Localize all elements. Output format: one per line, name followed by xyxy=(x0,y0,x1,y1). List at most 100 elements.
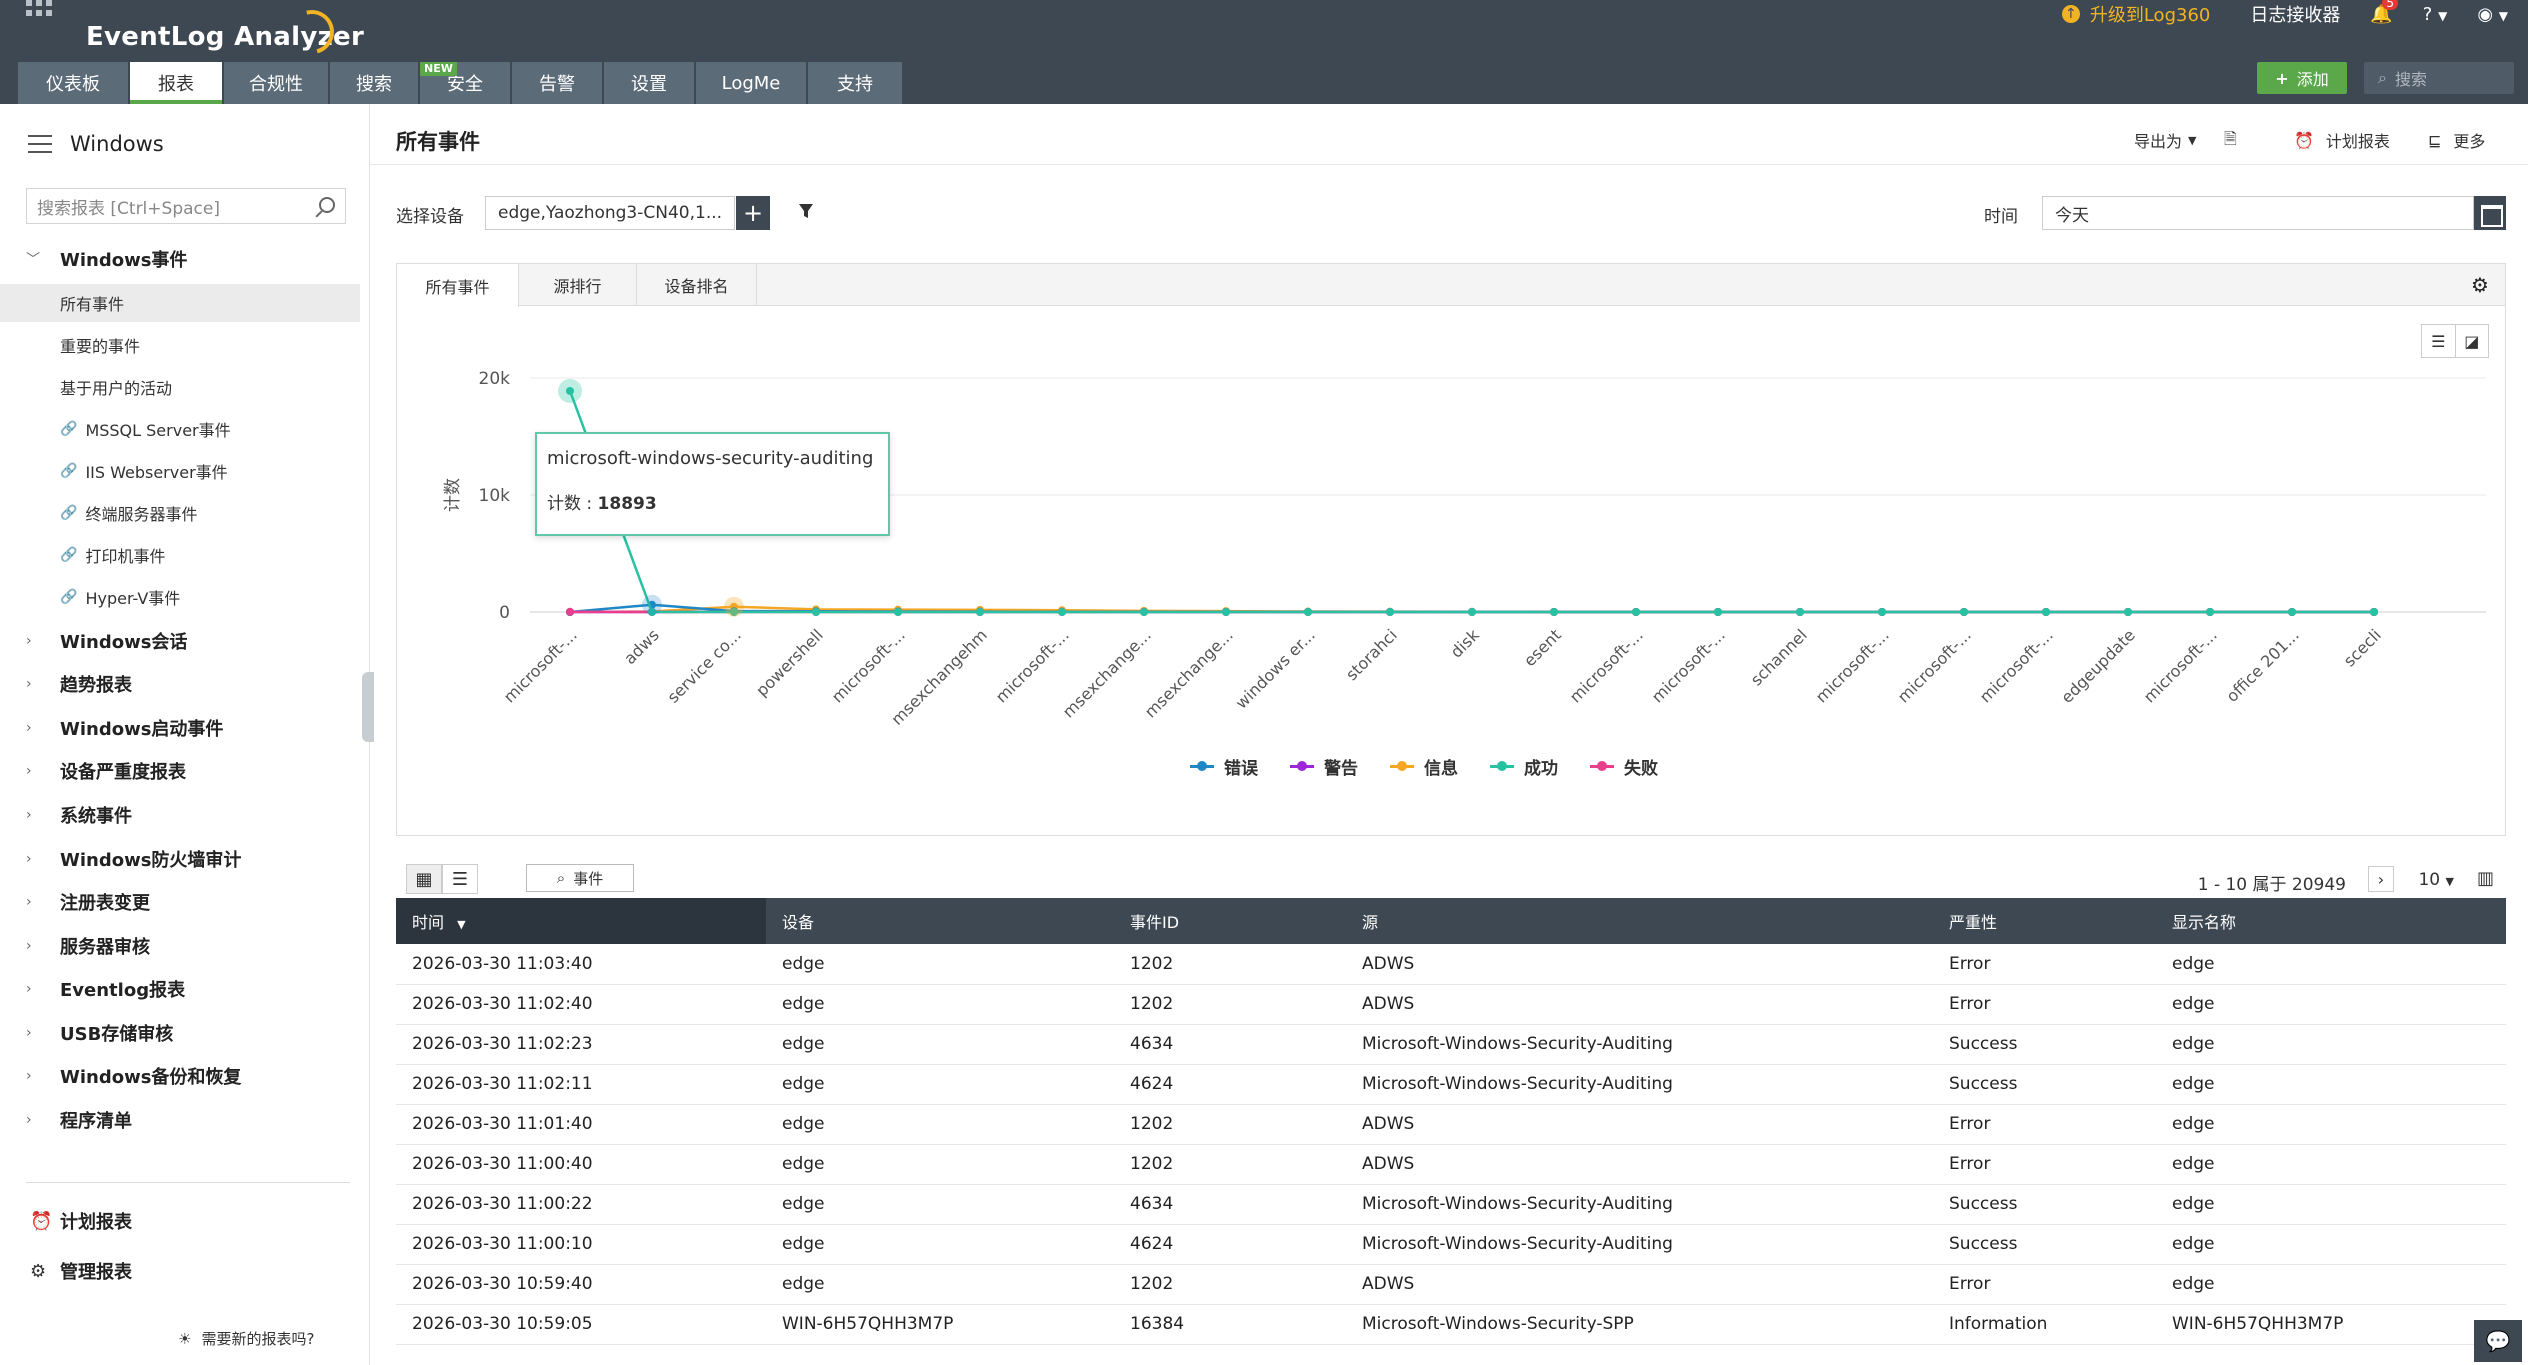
sidebar-item-user-activity[interactable]: 基于用户的活动 xyxy=(0,368,360,406)
x-tick-label: storahci xyxy=(1342,625,1401,684)
time-range-input[interactable]: 今天 xyxy=(2042,196,2474,230)
cell-source: Microsoft-Windows-Security-Auditing xyxy=(1346,1024,1933,1065)
x-tick-label: scecli xyxy=(2340,625,2385,670)
cell-source: Microsoft-Windows-Security-Auditing xyxy=(1346,1064,1933,1105)
search-icon[interactable] xyxy=(319,197,335,213)
sidebar-item-printer[interactable]: 🔗 打印机事件 xyxy=(0,536,360,574)
add-device-button[interactable]: + xyxy=(736,196,770,230)
tab-settings[interactable]: 设置 xyxy=(604,62,694,104)
scheduled-reports-link[interactable]: ⏰ 计划报表 xyxy=(30,1208,132,1234)
page-size-select[interactable]: 10 ▼ xyxy=(2418,870,2454,890)
table-row[interactable]: 2026-03-30 11:03:40 edge 1202 ADWS Error edge xyxy=(396,944,2506,985)
sidebar-group[interactable]: › 服务器审核 xyxy=(26,933,150,959)
hover-halo xyxy=(724,596,744,617)
column-header-source[interactable]: 源 xyxy=(1346,898,1933,944)
device-select-input[interactable]: edge,Yaozhong3-CN40,1... xyxy=(485,196,735,230)
upgrade-link[interactable]: ↑ 升级到Log360 xyxy=(2061,1,2210,27)
sidebar-item-terminal-server[interactable]: 🔗 终端服务器事件 xyxy=(0,494,360,532)
column-header-severity[interactable]: 严重性 xyxy=(1933,898,2156,944)
tab-logme[interactable]: LogMe xyxy=(696,62,806,104)
add-button[interactable]: + 添加 xyxy=(2257,62,2347,94)
calendar-icon[interactable] xyxy=(2474,196,2506,230)
data-point xyxy=(648,608,656,616)
legend-item[interactable]: 失败 xyxy=(1590,754,1658,779)
chart-type-icon[interactable]: ◪ xyxy=(2464,331,2480,351)
notification-bell-icon[interactable]: 🔔 5 xyxy=(2370,0,2398,25)
legend-item[interactable]: 成功 xyxy=(1490,754,1558,779)
sidebar-item-iis[interactable]: 🔗 IIS Webserver事件 xyxy=(0,452,360,490)
help-menu[interactable]: ? ▼ xyxy=(2423,4,2448,25)
chat-icon[interactable]: 💬 xyxy=(2474,1320,2522,1362)
legend-item[interactable]: 信息 xyxy=(1390,754,1458,779)
sidebar-group[interactable]: › 设备严重度报表 xyxy=(26,758,186,784)
cell-severity: Error xyxy=(1933,1104,2156,1145)
cell-event-id: 4624 xyxy=(1114,1064,1346,1105)
global-search-input[interactable]: ⌕ 搜索 xyxy=(2364,62,2514,94)
sidebar-item-all-events[interactable]: 所有事件 xyxy=(0,284,360,322)
table-row[interactable]: 2026-03-30 11:00:22 edge 4634 Microsoft-Win… xyxy=(396,1184,2506,1225)
legend-item[interactable]: 错误 xyxy=(1190,754,1258,779)
tab-compliance[interactable]: 合规性 xyxy=(224,62,328,104)
sidebar-collapse-handle[interactable] xyxy=(362,672,374,742)
sidebar-group[interactable]: › USB存储审核 xyxy=(26,1020,173,1046)
sidebar-group[interactable]: › Windows防火墙审计 xyxy=(26,846,241,872)
table-row[interactable]: 2026-03-30 11:02:40 edge 1202 ADWS Error edge xyxy=(396,984,2506,1025)
sidebar-group[interactable]: › 趋势报表 xyxy=(26,671,132,697)
tab-search[interactable]: 搜索 xyxy=(330,62,418,104)
table-row[interactable]: 2026-03-30 11:02:23 edge 4634 Microsoft-Win… xyxy=(396,1024,2506,1065)
column-header-display-name[interactable]: 显示名称 xyxy=(2156,898,2506,944)
next-page-button[interactable]: › xyxy=(2368,866,2394,892)
cell-time: 2026-03-30 10:59:40 xyxy=(396,1264,766,1305)
list-view-icon[interactable]: ☰ xyxy=(442,864,478,894)
table-row[interactable]: 2026-03-30 10:59:05 WIN-6H57QHH3M7P 16384 M… xyxy=(396,1304,2506,1345)
table-row[interactable]: 2026-03-30 11:00:40 edge 1202 ADWS Error edge xyxy=(396,1144,2506,1185)
legend-item[interactable]: 警告 xyxy=(1290,754,1358,779)
schedule-report-button[interactable]: ⏰ 计划报表 xyxy=(2294,128,2390,152)
app-grid-icon[interactable] xyxy=(26,0,54,18)
sidebar-group-windows-events[interactable]: ﹀ Windows事件 xyxy=(26,246,187,272)
chart-settings-icon[interactable]: ☰ xyxy=(2422,325,2456,357)
tab-reports[interactable]: 报表 xyxy=(130,62,222,104)
column-chooser-icon[interactable]: ▥ xyxy=(2476,868,2494,889)
pdf-export-icon[interactable]: 🗎 xyxy=(2224,129,2237,148)
sidebar-item-important-events[interactable]: 重要的事件 xyxy=(0,326,360,364)
need-new-report-link[interactable]: ☀ 需要新的报表吗? xyxy=(178,1328,314,1349)
sidebar-item-hyperv[interactable]: 🔗 Hyper-V事件 xyxy=(0,578,360,616)
sidebar-group[interactable]: › Eventlog报表 xyxy=(26,976,185,1002)
sidebar-group[interactable]: › 注册表变更 xyxy=(26,889,150,915)
app-logo[interactable]: EventLog Analyzer xyxy=(86,22,365,52)
tab-dashboard[interactable]: 仪表板 xyxy=(18,62,128,104)
user-menu[interactable]: ◉ ▼ xyxy=(2477,4,2508,25)
chevron-right-icon: › xyxy=(26,633,32,649)
table-row[interactable]: 2026-03-30 11:02:11 edge 4624 Microsoft-Win… xyxy=(396,1064,2506,1105)
export-menu[interactable]: 导出为 ▼ xyxy=(2134,128,2196,152)
table-view-icon[interactable]: ▦ xyxy=(406,864,442,894)
filter-icon[interactable] xyxy=(798,202,814,220)
events-button[interactable]: ⌕ 事件 xyxy=(526,864,634,892)
table-row[interactable]: 2026-03-30 11:00:10 edge 4624 Microsoft-Win… xyxy=(396,1224,2506,1265)
sidebar-group[interactable]: › 系统事件 xyxy=(26,802,132,828)
more-menu[interactable]: ⊑ 更多 xyxy=(2428,128,2485,152)
data-point xyxy=(894,608,902,616)
gear-icon[interactable]: ⚙ xyxy=(2471,273,2489,297)
hamburger-icon[interactable] xyxy=(28,135,52,153)
table-row[interactable]: 2026-03-30 11:01:40 edge 1202 ADWS Error edge xyxy=(396,1104,2506,1145)
sidebar-group[interactable]: › 程序清单 xyxy=(26,1107,132,1133)
column-header-event-id[interactable]: 事件ID xyxy=(1114,898,1346,944)
tab-all-events[interactable]: 所有事件 xyxy=(397,264,519,307)
tab-alerts[interactable]: 告警 xyxy=(512,62,602,104)
report-search-input[interactable]: 搜索报表 [Ctrl+Space] xyxy=(26,188,346,224)
sidebar-group[interactable]: › Windows启动事件 xyxy=(26,715,223,741)
tab-device-ranking[interactable]: 设备排名 xyxy=(637,264,757,306)
manage-reports-link[interactable]: ⚙ 管理报表 xyxy=(30,1258,132,1284)
tab-support[interactable]: 支持 xyxy=(808,62,902,104)
tab-top-sources[interactable]: 源排行 xyxy=(519,264,637,306)
column-header-device[interactable]: 设备 xyxy=(766,898,1114,944)
column-header-time[interactable]: 时间 ▼ xyxy=(396,898,766,944)
table-row[interactable]: 2026-03-30 10:59:40 edge 1202 ADWS Error edge xyxy=(396,1264,2506,1305)
tab-security[interactable]: NEW 安全 xyxy=(420,62,510,104)
sidebar-group[interactable]: › Windows备份和恢复 xyxy=(26,1063,241,1089)
log-receiver-link[interactable]: 日志接收器 xyxy=(2250,5,2341,26)
sidebar-item-mssql[interactable]: 🔗 MSSQL Server事件 xyxy=(0,410,360,448)
sidebar-group[interactable]: › Windows会话 xyxy=(26,628,187,654)
